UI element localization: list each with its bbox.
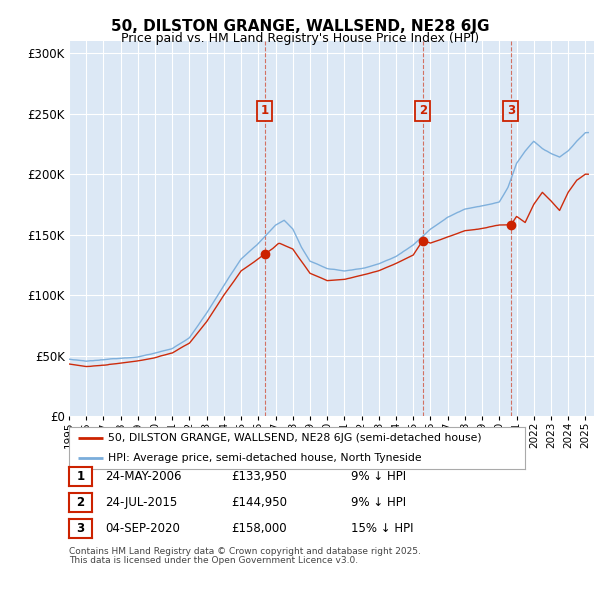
Text: 2: 2 bbox=[76, 496, 85, 509]
Text: £158,000: £158,000 bbox=[231, 522, 287, 535]
Text: This data is licensed under the Open Government Licence v3.0.: This data is licensed under the Open Gov… bbox=[69, 556, 358, 565]
Text: Price paid vs. HM Land Registry's House Price Index (HPI): Price paid vs. HM Land Registry's House … bbox=[121, 32, 479, 45]
Text: 24-MAY-2006: 24-MAY-2006 bbox=[105, 470, 182, 483]
Text: 50, DILSTON GRANGE, WALLSEND, NE28 6JG (semi-detached house): 50, DILSTON GRANGE, WALLSEND, NE28 6JG (… bbox=[108, 433, 481, 443]
Text: 50, DILSTON GRANGE, WALLSEND, NE28 6JG: 50, DILSTON GRANGE, WALLSEND, NE28 6JG bbox=[111, 19, 489, 34]
Text: 1: 1 bbox=[261, 104, 269, 117]
Text: 1: 1 bbox=[76, 470, 85, 483]
Text: Contains HM Land Registry data © Crown copyright and database right 2025.: Contains HM Land Registry data © Crown c… bbox=[69, 547, 421, 556]
Text: 3: 3 bbox=[76, 522, 85, 535]
Text: HPI: Average price, semi-detached house, North Tyneside: HPI: Average price, semi-detached house,… bbox=[108, 453, 421, 463]
Text: 15% ↓ HPI: 15% ↓ HPI bbox=[351, 522, 413, 535]
Text: 9% ↓ HPI: 9% ↓ HPI bbox=[351, 496, 406, 509]
Text: 3: 3 bbox=[507, 104, 515, 117]
Text: 04-SEP-2020: 04-SEP-2020 bbox=[105, 522, 180, 535]
Text: 24-JUL-2015: 24-JUL-2015 bbox=[105, 496, 177, 509]
Text: £144,950: £144,950 bbox=[231, 496, 287, 509]
Text: 9% ↓ HPI: 9% ↓ HPI bbox=[351, 470, 406, 483]
Text: 2: 2 bbox=[419, 104, 427, 117]
Text: £133,950: £133,950 bbox=[231, 470, 287, 483]
